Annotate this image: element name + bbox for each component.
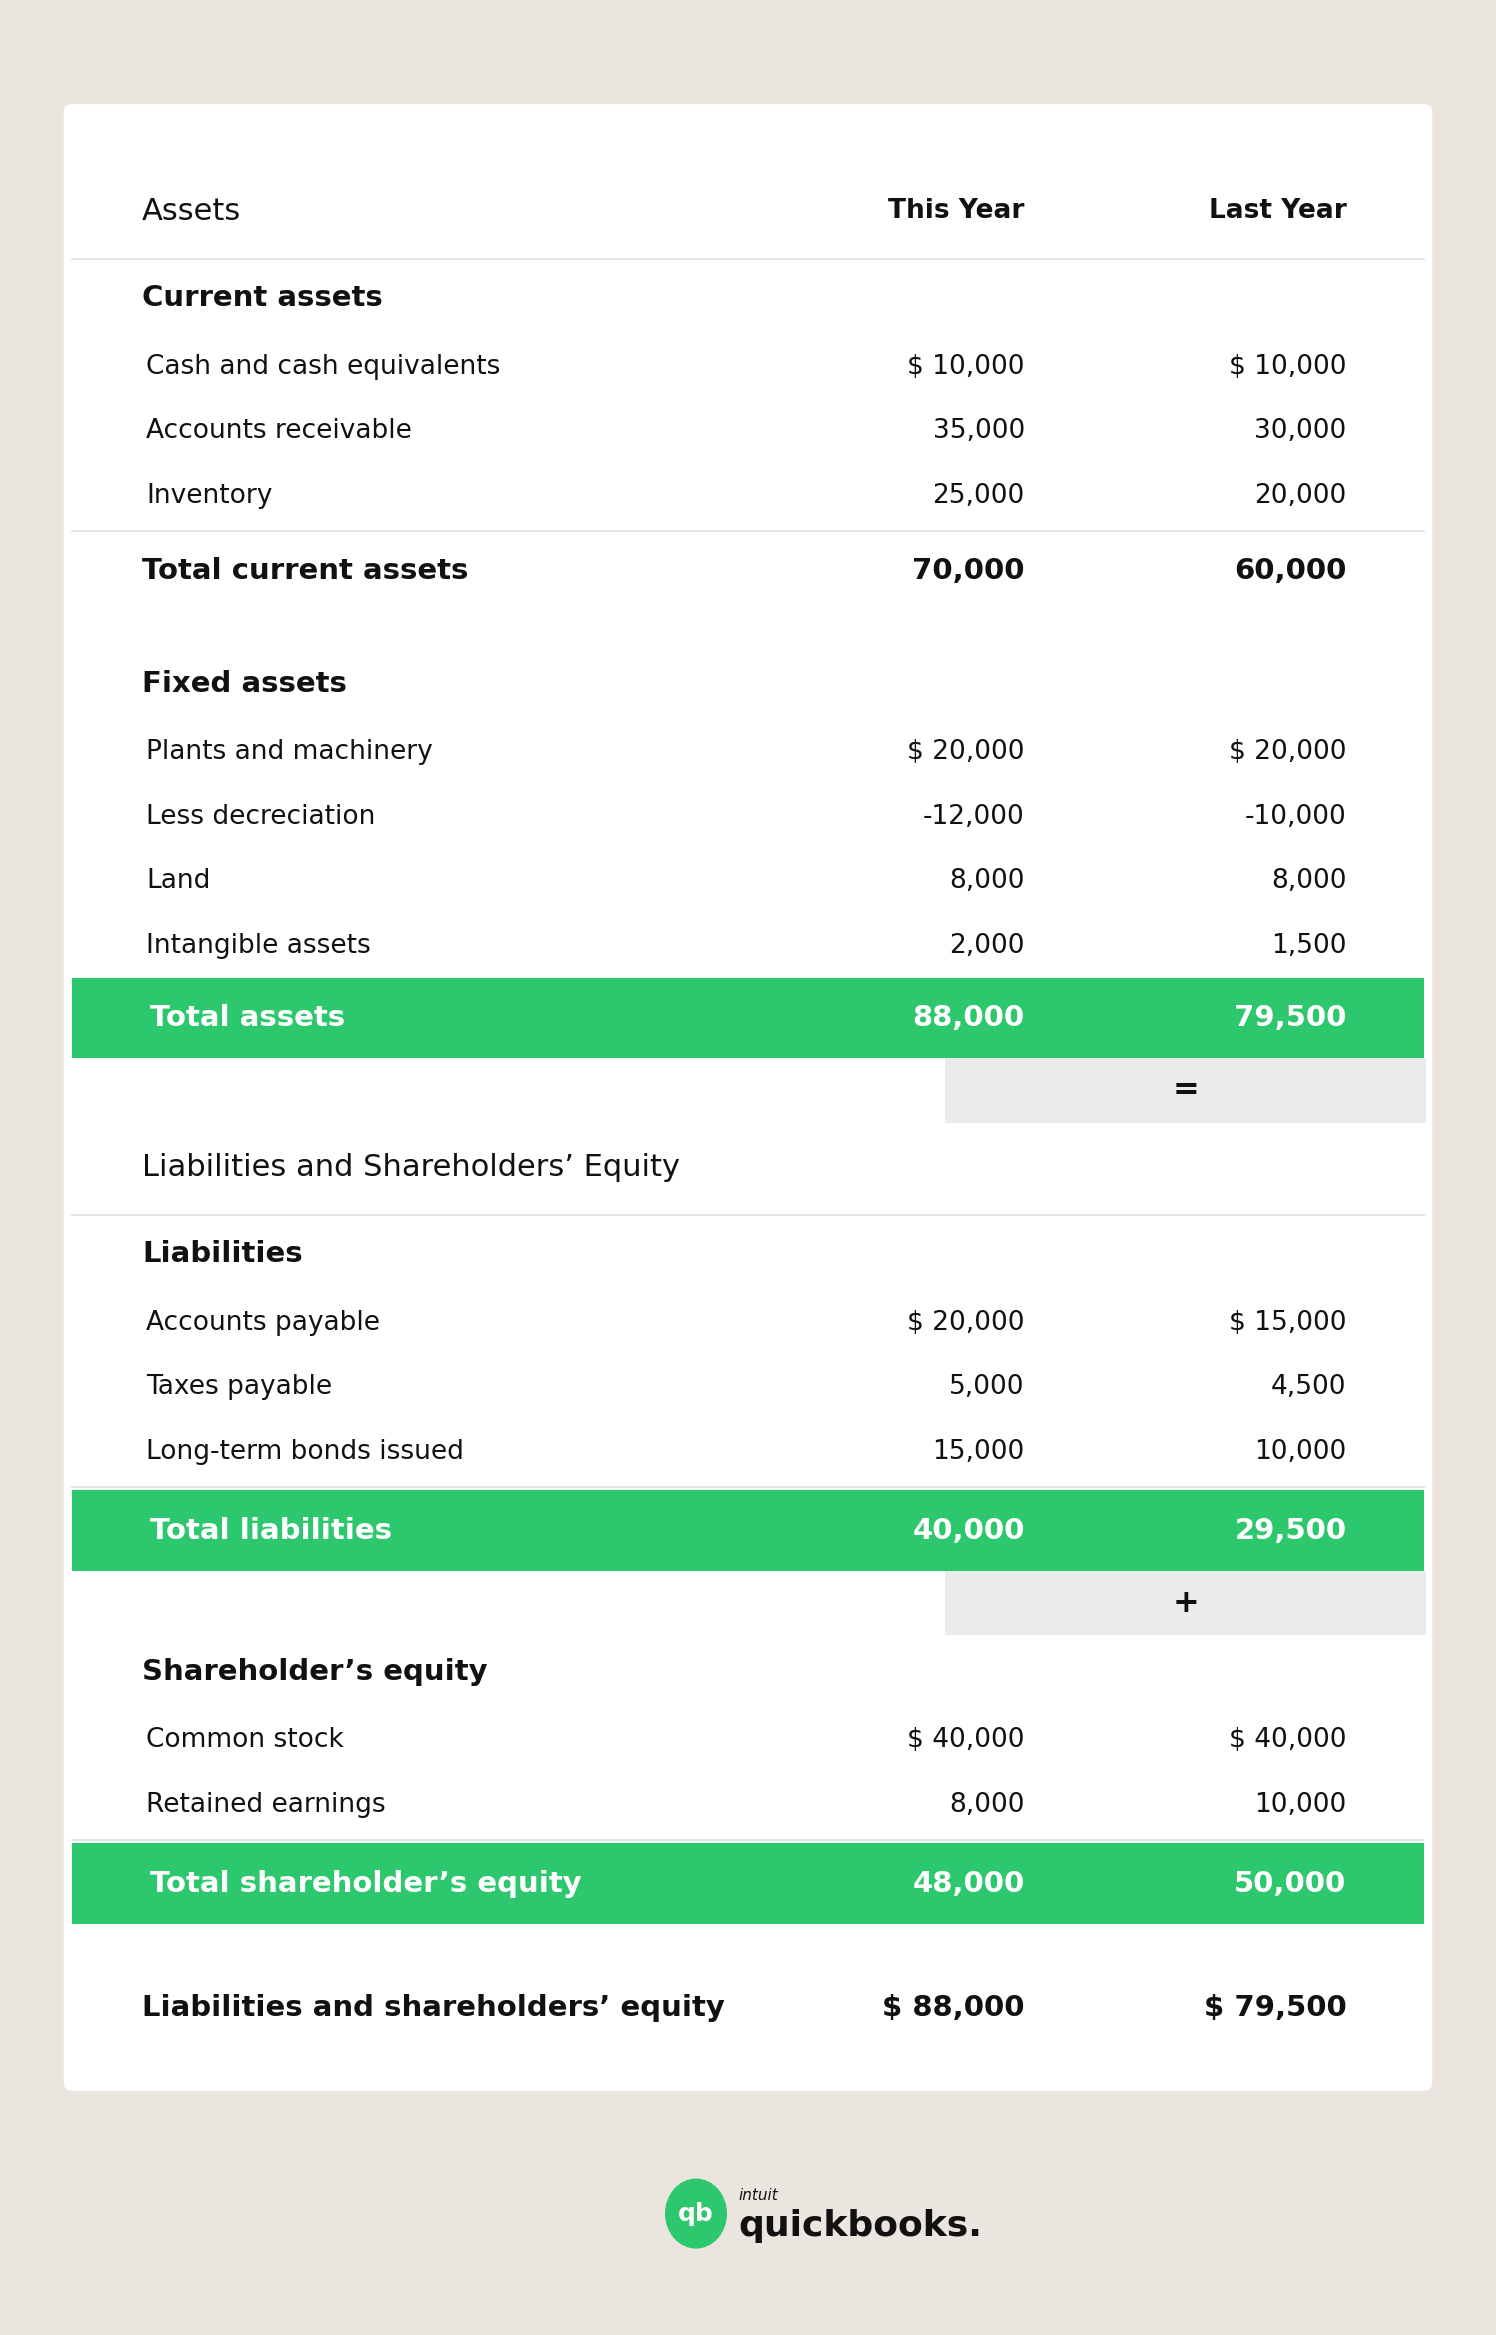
Text: $ 79,500: $ 79,500 xyxy=(1204,1994,1346,2022)
Text: Accounts payable: Accounts payable xyxy=(147,1310,380,1336)
Text: Long-term bonds issued: Long-term bonds issued xyxy=(147,1438,464,1464)
Text: 30,000: 30,000 xyxy=(1254,418,1346,444)
Ellipse shape xyxy=(666,2179,727,2249)
Bar xyxy=(945,1058,1426,1123)
Text: Accounts receivable: Accounts receivable xyxy=(147,418,411,444)
Text: 1,500: 1,500 xyxy=(1272,932,1346,960)
Text: Total current assets: Total current assets xyxy=(142,556,468,584)
Text: Retained earnings: Retained earnings xyxy=(147,1791,386,1817)
Text: Common stock: Common stock xyxy=(147,1728,344,1754)
Text: 2,000: 2,000 xyxy=(950,932,1025,960)
Text: Liabilities and shareholders’ equity: Liabilities and shareholders’ equity xyxy=(142,1994,726,2022)
Text: $ 20,000: $ 20,000 xyxy=(1228,740,1346,766)
Text: Less decreciation: Less decreciation xyxy=(147,803,375,829)
Text: 15,000: 15,000 xyxy=(932,1438,1025,1464)
Text: 8,000: 8,000 xyxy=(950,1791,1025,1817)
Text: Intangible assets: Intangible assets xyxy=(147,932,371,960)
Text: 29,500: 29,500 xyxy=(1234,1518,1346,1546)
Text: Inventory: Inventory xyxy=(147,483,272,509)
Text: 79,500: 79,500 xyxy=(1234,1004,1346,1032)
Text: 70,000: 70,000 xyxy=(913,556,1025,584)
Text: $ 40,000: $ 40,000 xyxy=(907,1728,1025,1754)
Text: This Year: This Year xyxy=(889,198,1025,224)
Text: 8,000: 8,000 xyxy=(1272,869,1346,894)
Text: =: = xyxy=(1173,1074,1198,1107)
Bar xyxy=(72,1490,1424,1571)
Text: 25,000: 25,000 xyxy=(932,483,1025,509)
Text: $ 88,000: $ 88,000 xyxy=(883,1994,1025,2022)
Text: Shareholder’s equity: Shareholder’s equity xyxy=(142,1658,488,1686)
Bar xyxy=(945,1571,1426,1634)
Text: 60,000: 60,000 xyxy=(1234,556,1346,584)
Text: 10,000: 10,000 xyxy=(1254,1438,1346,1464)
Text: quickbooks.: quickbooks. xyxy=(738,2209,981,2242)
Text: -10,000: -10,000 xyxy=(1245,803,1346,829)
Text: Total liabilities: Total liabilities xyxy=(150,1518,392,1546)
Text: intuit: intuit xyxy=(738,2188,778,2204)
Text: +: + xyxy=(1173,1588,1198,1618)
Text: Fixed assets: Fixed assets xyxy=(142,670,347,698)
Text: 8,000: 8,000 xyxy=(950,869,1025,894)
Text: Current assets: Current assets xyxy=(142,285,383,313)
Text: Taxes payable: Taxes payable xyxy=(147,1375,332,1401)
Text: Total assets: Total assets xyxy=(150,1004,346,1032)
Text: Cash and cash equivalents: Cash and cash equivalents xyxy=(147,355,501,381)
Text: -12,000: -12,000 xyxy=(923,803,1025,829)
Text: 4,500: 4,500 xyxy=(1272,1375,1346,1401)
Text: Last Year: Last Year xyxy=(1209,198,1346,224)
Text: $ 10,000: $ 10,000 xyxy=(1228,355,1346,381)
Text: 10,000: 10,000 xyxy=(1254,1791,1346,1817)
Text: 35,000: 35,000 xyxy=(932,418,1025,444)
Text: 48,000: 48,000 xyxy=(913,1870,1025,1898)
Text: $ 20,000: $ 20,000 xyxy=(907,1310,1025,1336)
Bar xyxy=(72,1842,1424,1924)
Text: 50,000: 50,000 xyxy=(1234,1870,1346,1898)
Text: $ 10,000: $ 10,000 xyxy=(907,355,1025,381)
Text: 5,000: 5,000 xyxy=(950,1375,1025,1401)
Text: Liabilities and Shareholders’ Equity: Liabilities and Shareholders’ Equity xyxy=(142,1153,681,1182)
Text: Liabilities: Liabilities xyxy=(142,1240,302,1268)
Text: 88,000: 88,000 xyxy=(913,1004,1025,1032)
Text: Total shareholder’s equity: Total shareholder’s equity xyxy=(150,1870,582,1898)
Text: 40,000: 40,000 xyxy=(913,1518,1025,1546)
Text: $ 20,000: $ 20,000 xyxy=(907,740,1025,766)
Text: $ 40,000: $ 40,000 xyxy=(1228,1728,1346,1754)
Text: Land: Land xyxy=(147,869,211,894)
Bar xyxy=(72,978,1424,1058)
Text: 20,000: 20,000 xyxy=(1254,483,1346,509)
Text: $ 15,000: $ 15,000 xyxy=(1228,1310,1346,1336)
Text: Assets: Assets xyxy=(142,196,241,226)
Text: qb: qb xyxy=(678,2202,714,2225)
Text: Plants and machinery: Plants and machinery xyxy=(147,740,432,766)
FancyBboxPatch shape xyxy=(64,105,1432,2090)
